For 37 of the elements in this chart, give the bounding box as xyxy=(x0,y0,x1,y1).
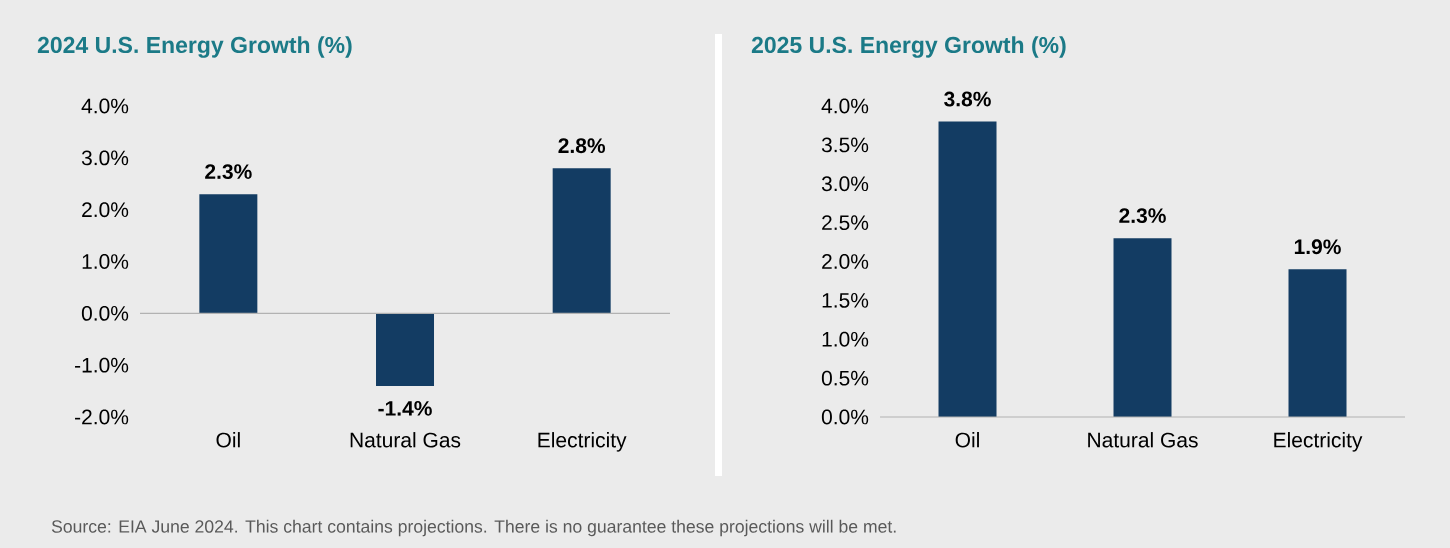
bar xyxy=(1113,238,1172,417)
chart-title: 2024 U.S. Energy Growth (%) xyxy=(37,36,352,58)
y-tick-label: 3.5% xyxy=(821,137,869,153)
data-label: 2.8% xyxy=(558,138,606,154)
y-tick-label: 4.0% xyxy=(821,98,869,114)
y-tick-label: 1.0% xyxy=(822,331,869,347)
data-label: -1.4% xyxy=(378,400,432,416)
y-tick-label: -2.0% xyxy=(75,409,129,425)
y-tick-label: 2.0% xyxy=(822,254,869,269)
x-tick-label: Oil xyxy=(955,432,979,448)
x-tick-label: Natural Gas xyxy=(350,432,461,448)
data-label: 1.9% xyxy=(1294,239,1341,255)
data-label: 2.3% xyxy=(205,164,252,180)
y-tick-label: 0.0% xyxy=(81,305,129,321)
source-note: Source: EIA June 2024. This chart contains projections. There is no guarantee these projections will be met. xyxy=(51,519,896,537)
data-label: 3.8% xyxy=(944,91,991,107)
y-tick-label: 1.0% xyxy=(82,254,129,269)
y-tick-label: 2.0% xyxy=(82,202,129,218)
y-tick-label: 2.5% xyxy=(822,215,869,231)
y-tick-label: 1.5% xyxy=(822,293,869,308)
x-tick-label: Natural Gas xyxy=(1088,432,1198,448)
bar xyxy=(938,121,997,417)
x-tick-label: Oil xyxy=(216,432,240,448)
bar xyxy=(552,168,611,314)
bar xyxy=(1288,269,1347,417)
x-tick-label: Electricity xyxy=(1274,432,1363,452)
y-tick-label: -1.0% xyxy=(75,357,129,373)
bar xyxy=(376,313,435,386)
y-tick-label: 4.0% xyxy=(81,98,129,114)
y-tick-label: 0.5% xyxy=(821,370,869,386)
data-label: 2.3% xyxy=(1119,208,1166,224)
bar xyxy=(199,194,258,314)
chart-title: 2025 U.S. Energy Growth (%) xyxy=(751,36,1066,58)
y-tick-label: 3.0% xyxy=(821,176,869,192)
x-tick-label: Electricity xyxy=(538,432,627,452)
y-tick-label: 0.0% xyxy=(821,409,869,425)
y-tick-label: 3.0% xyxy=(81,150,129,166)
